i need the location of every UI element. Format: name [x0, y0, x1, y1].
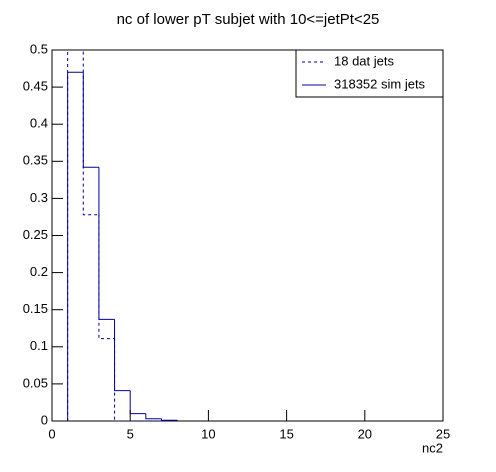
histogram-bin — [67, 71, 84, 421]
y-tick-label: 0.5 — [30, 41, 48, 56]
x-tick-label: 25 — [436, 426, 450, 441]
histogram-bin — [160, 418, 178, 421]
y-tick-label: 0.2 — [30, 264, 48, 279]
chart-title: nc of lower pT subjet with 10<=jetPt<25 — [117, 11, 380, 28]
histogram-bin — [98, 214, 115, 340]
x-axis-label: nc2 — [422, 440, 443, 455]
y-tick-label: 0.25 — [23, 227, 48, 242]
legend-label: 318352 sim jets — [334, 76, 426, 91]
y-tick-label: 0.1 — [30, 338, 48, 353]
x-tick-label: 20 — [358, 426, 372, 441]
histogram-bin — [82, 72, 99, 168]
histogram-bin — [98, 167, 115, 320]
y-tick-label: 0 — [41, 412, 48, 427]
legend-box — [295, 49, 444, 98]
x-tick-label: 15 — [279, 426, 293, 441]
histogram-bin — [82, 50, 99, 216]
y-tick-label: 0.4 — [30, 116, 48, 131]
y-tick-label: 0.3 — [30, 190, 48, 205]
x-tick-label: 5 — [127, 426, 134, 441]
legend-label: 18 dat jets — [334, 53, 394, 68]
histogram-bin — [145, 413, 162, 420]
plot-area — [67, 50, 178, 421]
y-tick-label: 0.35 — [23, 153, 48, 168]
histogram-bin — [114, 319, 131, 392]
y-tick-label: 0.15 — [23, 301, 48, 316]
x-tick-label: 10 — [201, 426, 215, 441]
x-tick-label: 0 — [48, 426, 55, 441]
y-tick-label: 0.05 — [23, 375, 48, 390]
y-tick-label: 0.45 — [23, 79, 48, 94]
